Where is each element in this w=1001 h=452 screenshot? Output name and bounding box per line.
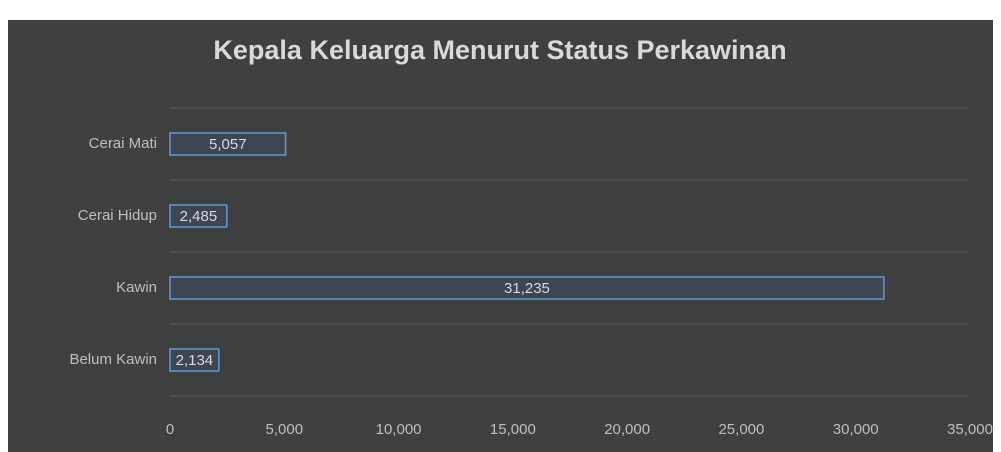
bar <box>169 204 228 228</box>
x-tick-label: 0 <box>166 421 174 438</box>
x-tick-label: 30,000 <box>833 421 879 438</box>
data-label: 2,134 <box>176 352 214 369</box>
data-label: 2,485 <box>180 208 218 225</box>
y-tick-label: Cerai Mati <box>89 135 157 152</box>
y-tick-label: Belum Kawin <box>69 351 157 368</box>
bar <box>169 348 220 372</box>
bar <box>169 276 885 300</box>
chart-background <box>8 20 993 452</box>
x-tick-label: 5,000 <box>266 421 304 438</box>
chart-title: Kepala Keluarga Menurut Status Perkawina… <box>213 35 786 65</box>
x-tick-label: 35,000 <box>947 421 993 438</box>
data-label: 31,235 <box>504 280 550 297</box>
y-tick-label: Kawin <box>116 279 157 296</box>
x-tick-label: 20,000 <box>604 421 650 438</box>
bar <box>169 132 287 156</box>
x-tick-label: 10,000 <box>376 421 422 438</box>
data-label: 5,057 <box>209 136 247 153</box>
y-tick-label: Cerai Hidup <box>78 207 157 224</box>
x-tick-label: 25,000 <box>718 421 764 438</box>
x-tick-label: 15,000 <box>490 421 536 438</box>
